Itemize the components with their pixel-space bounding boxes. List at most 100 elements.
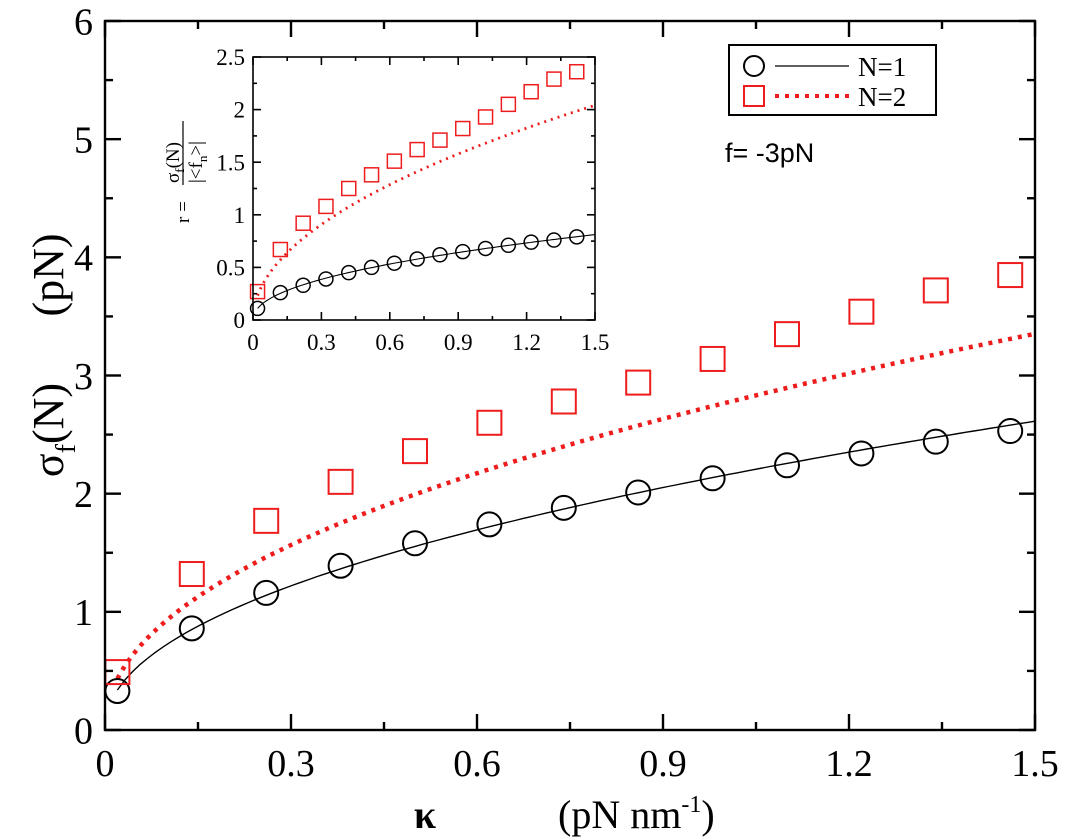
x-tick-label: 1.5 bbox=[1011, 743, 1059, 785]
curve-n1 bbox=[257, 234, 595, 309]
inset-plot: 0 0.3 0.6 0.9 1.2 1.5 0 0.5 1 1.5 2 2.5 bbox=[216, 45, 609, 355]
y-tick-label: 3 bbox=[74, 356, 93, 398]
data-point-circle bbox=[341, 264, 357, 281]
data-point-square bbox=[699, 345, 726, 372]
plot-frame bbox=[252, 56, 596, 321]
y-tick-label: 5 bbox=[74, 119, 93, 161]
y-axis-label: σf(N) bbox=[24, 383, 82, 477]
data-point-square bbox=[402, 438, 428, 465]
data-point-square bbox=[253, 507, 280, 534]
x-tick-label: 0.9 bbox=[639, 743, 687, 785]
data-point-square bbox=[272, 241, 289, 258]
data-point-circle bbox=[402, 530, 428, 557]
data-point-square bbox=[774, 321, 800, 348]
y-axis-unit-label: (pN) bbox=[24, 233, 73, 316]
curve-n1 bbox=[116, 420, 1035, 691]
data-point-circle bbox=[409, 251, 425, 267]
data-point-circle bbox=[386, 255, 403, 271]
x-axis-unit: (pN nm-1) bbox=[558, 792, 715, 837]
data-point-square bbox=[386, 153, 403, 169]
data-point-circle bbox=[523, 234, 539, 250]
data-point-circle bbox=[997, 418, 1024, 445]
svg-text:σf(N): σf(N) bbox=[24, 383, 82, 477]
data-point-square bbox=[476, 409, 503, 436]
data-point-circle bbox=[104, 678, 131, 705]
force-annotation: f= -3pN bbox=[725, 138, 814, 168]
y-tick-label: 2.5 bbox=[216, 45, 245, 70]
plot-frame bbox=[103, 19, 1037, 732]
data-point-square bbox=[327, 468, 354, 495]
data-point-circle bbox=[272, 284, 289, 301]
legend-marker-n1 bbox=[743, 55, 765, 77]
y-tick-label: 2 bbox=[234, 98, 246, 123]
data-point-square bbox=[409, 141, 425, 158]
data-point-circle bbox=[318, 271, 334, 287]
data-point-circle bbox=[477, 240, 494, 257]
data-point-circle bbox=[569, 229, 585, 245]
data-point-circle bbox=[699, 465, 726, 492]
y-axis-arg: (N) bbox=[24, 383, 73, 444]
inset-y-denominator: |<fn>| bbox=[186, 141, 210, 183]
legend-label-n1: N=1 bbox=[858, 52, 906, 82]
x-tick-label: 1.5 bbox=[581, 330, 610, 355]
y-tick-label: 1.5 bbox=[216, 150, 245, 175]
data-point-square bbox=[922, 277, 949, 304]
data-point-square bbox=[455, 120, 471, 137]
x-tick-label: 0 bbox=[96, 743, 115, 785]
legend-label-n2: N=2 bbox=[858, 82, 906, 112]
data-point-square bbox=[341, 180, 357, 197]
data-point-square bbox=[432, 132, 448, 148]
data-point-square bbox=[569, 63, 585, 80]
data-point-circle bbox=[455, 243, 471, 260]
inset-y-prefix: r = bbox=[173, 201, 194, 223]
inset-y-axis-label: r = σf(N) |<fn>| bbox=[163, 121, 210, 223]
data-point-square bbox=[178, 561, 205, 588]
data-point-square bbox=[523, 83, 539, 100]
data-point-square bbox=[477, 109, 494, 125]
x-tick-label: 0.6 bbox=[453, 743, 501, 785]
data-point-circle bbox=[550, 494, 577, 521]
data-point-circle bbox=[253, 579, 280, 606]
curve-n2 bbox=[256, 103, 595, 297]
svg-text:(pN): (pN) bbox=[24, 233, 73, 316]
y-tick-label: 6 bbox=[74, 1, 93, 43]
data-point-square bbox=[546, 71, 562, 87]
x-tick-label: 0 bbox=[247, 330, 259, 355]
data-point-circle bbox=[249, 300, 266, 317]
data-point-square bbox=[249, 283, 266, 300]
data-point-circle bbox=[922, 428, 949, 455]
data-point-square bbox=[363, 167, 380, 183]
x-tick-label: 1.2 bbox=[825, 743, 873, 785]
data-point-circle bbox=[363, 259, 380, 276]
data-point-square bbox=[997, 262, 1024, 289]
data-point-circle bbox=[625, 479, 652, 506]
main-plot: 0 0.3 0.6 0.9 1.2 1.5 0 1 2 3 4 5 6 bbox=[74, 1, 1059, 785]
y-tick-label: 0 bbox=[234, 308, 246, 333]
y-tick-label: 4 bbox=[74, 238, 93, 280]
x-tick-label: 0.9 bbox=[444, 330, 473, 355]
inset-y-numerator: σf(N) bbox=[163, 142, 187, 183]
data-point-square bbox=[848, 298, 875, 325]
data-point-square bbox=[500, 96, 517, 113]
data-point-circle bbox=[178, 615, 205, 642]
data-point-circle bbox=[295, 277, 311, 294]
data-point-square bbox=[625, 369, 652, 396]
x-axis-symbol: κ bbox=[414, 792, 436, 837]
data-point-circle bbox=[500, 237, 517, 254]
legend: N=1 N=2 bbox=[728, 44, 937, 116]
data-point-circle bbox=[546, 232, 562, 248]
x-tick-label: 0.3 bbox=[267, 743, 315, 785]
x-tick-label: 0.3 bbox=[307, 330, 336, 355]
y-tick-label: 1 bbox=[234, 203, 246, 228]
legend-marker-n2 bbox=[743, 85, 765, 107]
curve-n2 bbox=[115, 331, 1035, 680]
x-tick-label: 0.6 bbox=[375, 330, 404, 355]
data-point-square bbox=[295, 215, 311, 231]
y-tick-label: 0.5 bbox=[216, 255, 245, 280]
data-point-circle bbox=[432, 247, 448, 263]
y-tick-label: 1 bbox=[74, 592, 93, 634]
x-tick-label: 1.2 bbox=[512, 330, 541, 355]
y-axis-sigma: σ bbox=[24, 453, 73, 477]
data-point-circle bbox=[476, 511, 503, 538]
data-point-circle bbox=[327, 552, 354, 579]
